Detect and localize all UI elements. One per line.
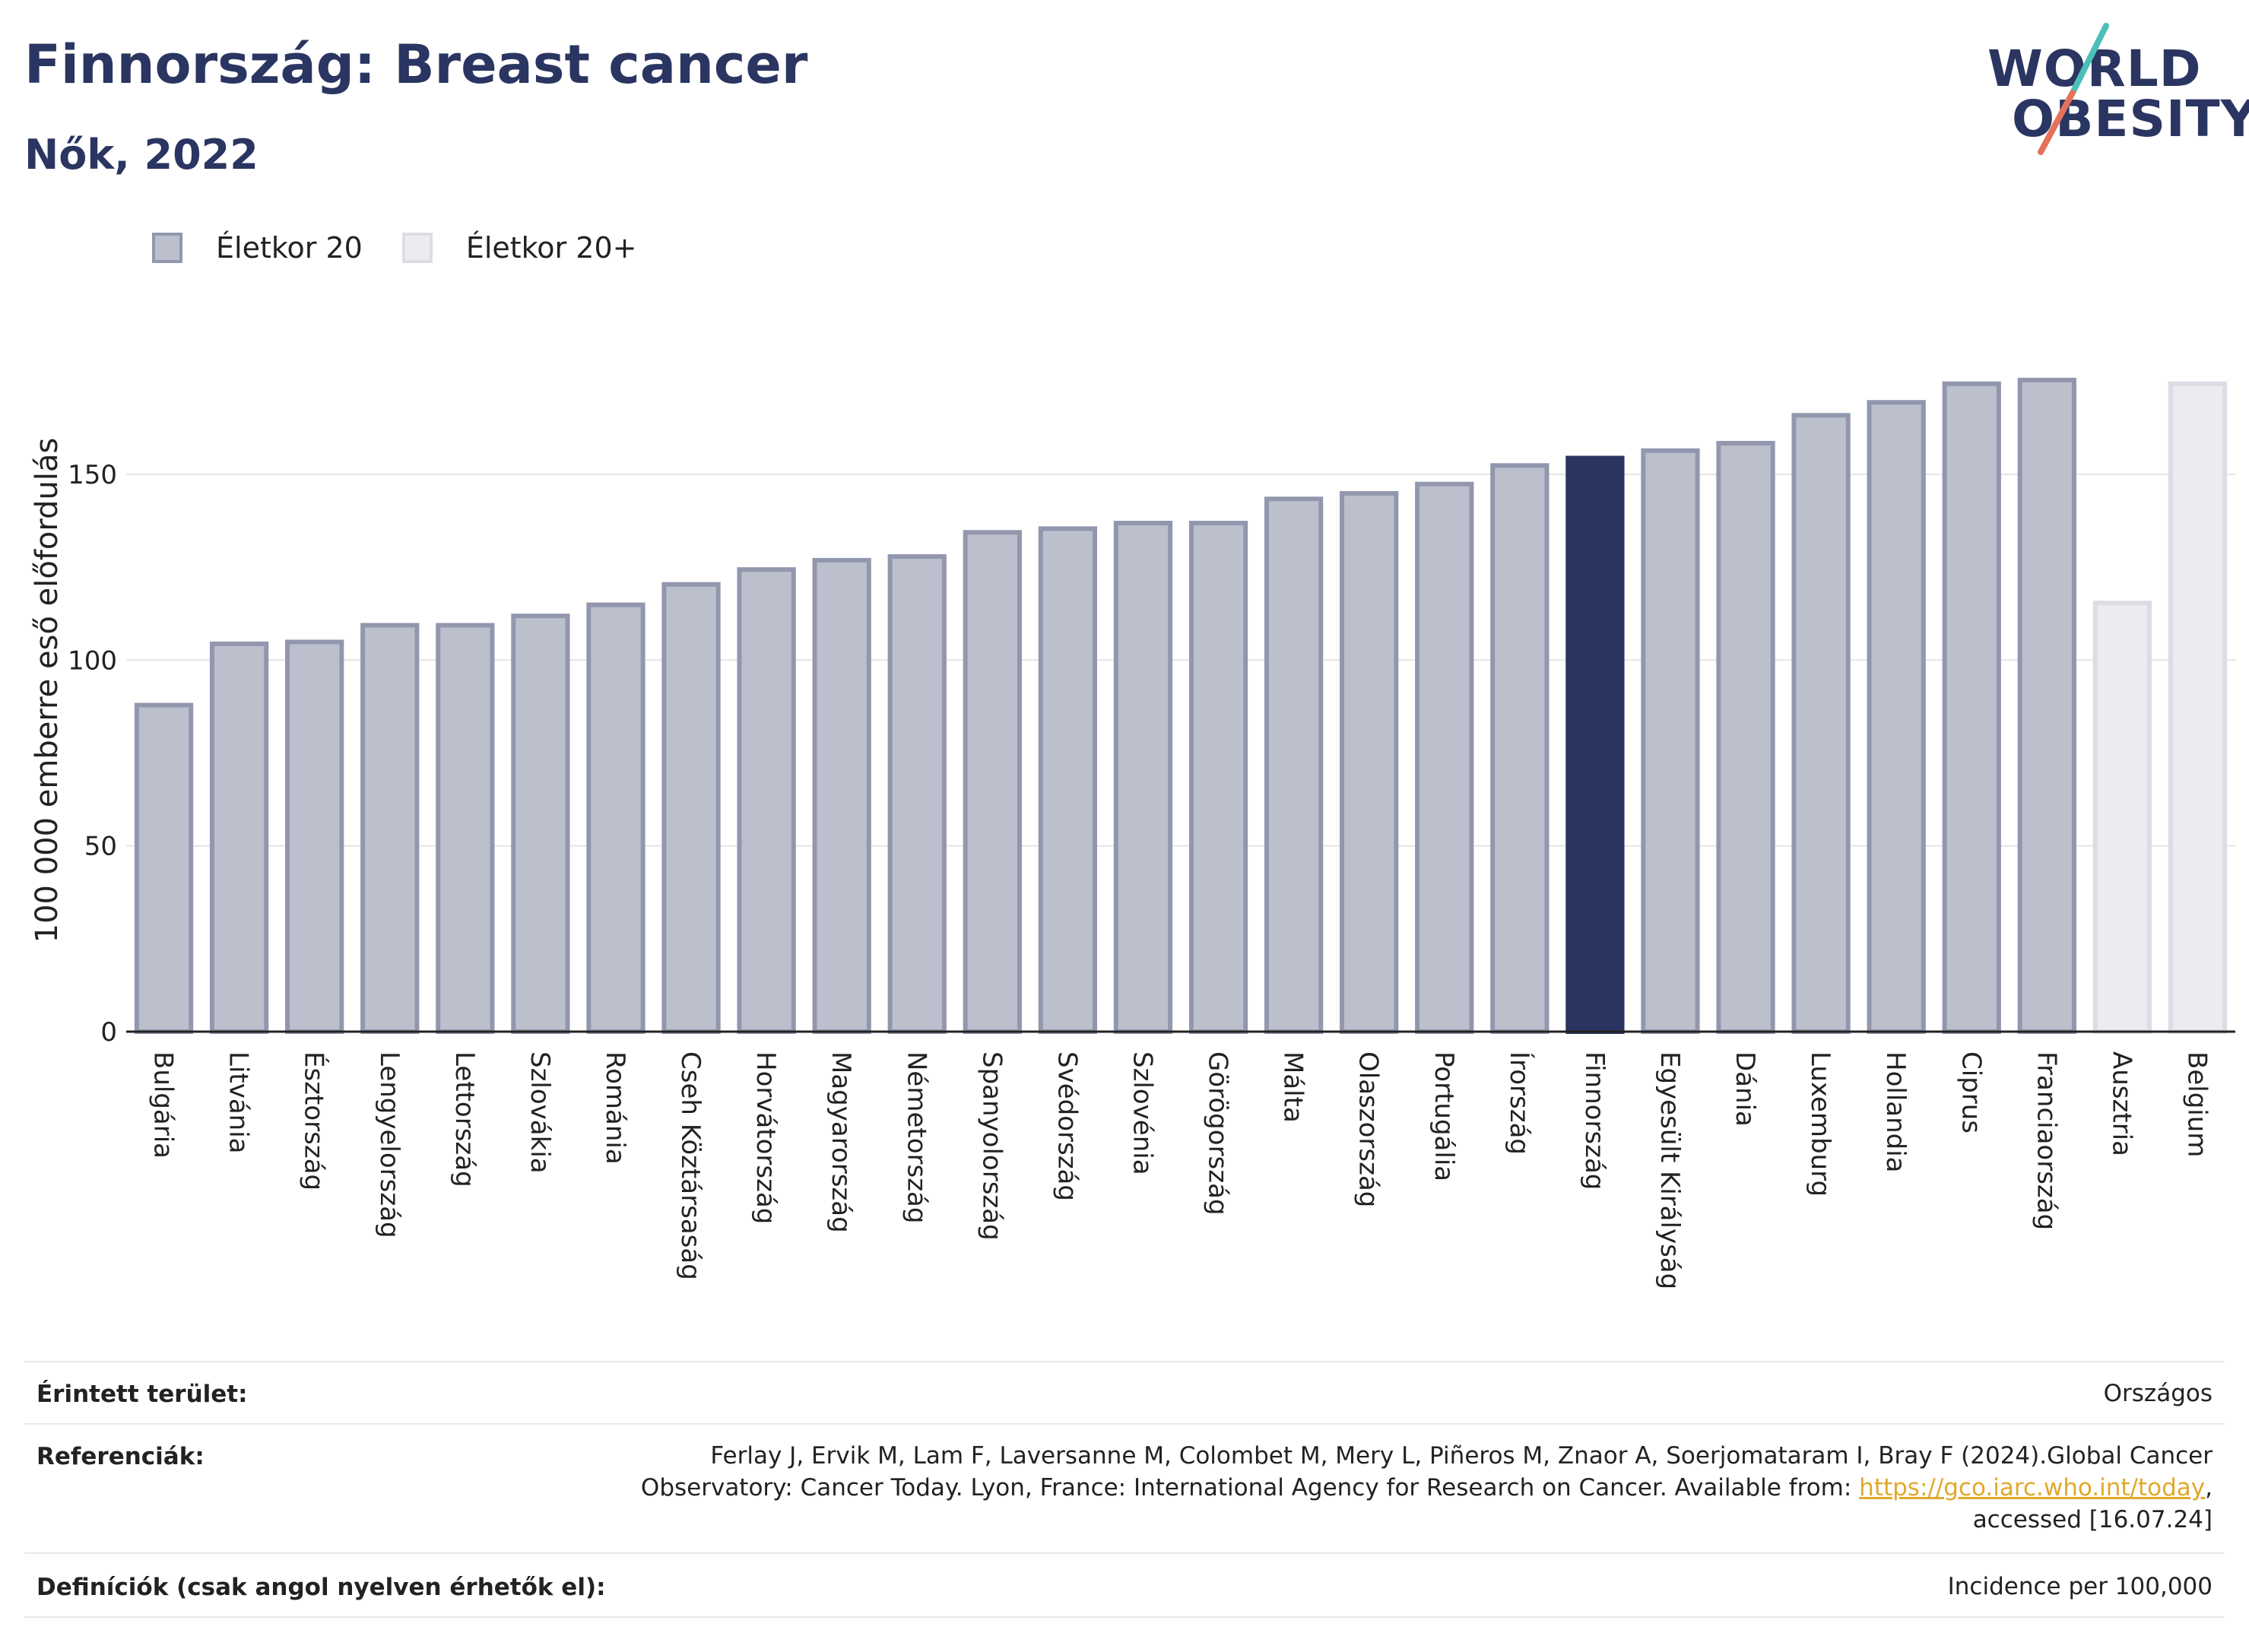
definitions-label: Definíciók (csak angol nyelven érhetők e…: [36, 1574, 606, 1601]
legend-label-age20plus: Életkor 20+: [465, 231, 637, 265]
references-line2: Observatory: Cancer Today. Lyon, France:…: [464, 1472, 2213, 1504]
page-subtitle: Nők, 2022: [24, 131, 259, 179]
x-tick-label: Görögország: [1203, 1051, 1233, 1216]
x-tick-label: Málta: [1278, 1051, 1308, 1123]
x-tick-label: Lettország: [449, 1051, 480, 1187]
bar-12[interactable]: [1038, 526, 1098, 1034]
references-line1: Ferlay J, Ervik M, Lam F, Laversanne M, …: [710, 1442, 2213, 1470]
bar-5[interactable]: [511, 614, 570, 1034]
bar-20[interactable]: [1641, 448, 1700, 1034]
page-title: Finnország: Breast cancer: [24, 33, 808, 96]
world-obesity-logo: WORLD OBESITY: [1977, 23, 2249, 160]
info-row-references: Referenciák: Ferlay J, Ervik M, Lam F, L…: [24, 1423, 2225, 1616]
bar-9[interactable]: [812, 557, 871, 1034]
bar-10[interactable]: [887, 554, 947, 1034]
bar-3[interactable]: [360, 623, 420, 1034]
bar-6[interactable]: [586, 602, 646, 1034]
bar-19[interactable]: [1565, 455, 1625, 1034]
legend-item-age20plus[interactable]: Életkor 20+: [401, 231, 637, 265]
references-line2-text: Observatory: Cancer Today. Lyon, France:…: [640, 1474, 1860, 1501]
bar-13[interactable]: [1113, 521, 1173, 1034]
legend-item-age20[interactable]: Életkor 20: [152, 231, 363, 265]
x-tick-label: Írország: [1504, 1051, 1535, 1155]
x-tick-label: Litvánia: [224, 1051, 254, 1154]
x-tick-label: Spanyolország: [976, 1051, 1007, 1241]
bar-27[interactable]: [2168, 381, 2228, 1034]
bar-chart: 0 50 100 150 Bulgária Litvánia Észtország Leng…: [68, 377, 2235, 1289]
chart-legend: Életkor 20 Életkor 20+: [152, 225, 676, 271]
references-line3: accessed [16.07.24]: [1972, 1506, 2213, 1533]
x-tick-label: Belgium: [2181, 1051, 2212, 1157]
area-value: Országos: [2103, 1380, 2213, 1407]
bar-18[interactable]: [1490, 463, 1550, 1034]
references-link[interactable]: https://gco.iarc.who.int/today: [1859, 1474, 2206, 1501]
bar-25[interactable]: [2017, 377, 2076, 1034]
bar-23[interactable]: [1867, 400, 1926, 1034]
x-tick-label: Románia: [600, 1051, 630, 1165]
references-value: Ferlay J, Ervik M, Lam F, Laversanne M, …: [464, 1440, 2213, 1536]
x-tick-label: Cseh Köztársaság: [675, 1051, 706, 1280]
x-tick-label: Svédország: [1052, 1051, 1082, 1201]
x-tick-label: Dánia: [1730, 1051, 1760, 1127]
legend-label-age20: Életkor 20: [216, 231, 363, 265]
bar-17[interactable]: [1415, 481, 1474, 1034]
y-tick-label: 50: [84, 832, 117, 862]
bar-14[interactable]: [1188, 521, 1248, 1034]
bars: [134, 377, 2228, 1034]
info-row-area: Érintett terület: Országos: [24, 1361, 2225, 1425]
y-tick-label: 100: [68, 645, 117, 676]
y-tick-label: 150: [68, 460, 117, 490]
references-label: Referenciák:: [36, 1443, 205, 1470]
bar-11[interactable]: [963, 530, 1022, 1034]
x-tick-labels: Bulgária Litvánia Észtország Lengyelország L…: [148, 1051, 2213, 1289]
bar-22[interactable]: [1791, 413, 1851, 1034]
definitions-value: Incidence per 100,000: [1947, 1573, 2213, 1600]
x-tick-label: Hollandia: [1880, 1051, 1911, 1173]
x-tick-label: Magyarország: [826, 1051, 856, 1233]
bar-16[interactable]: [1340, 490, 1399, 1034]
bar-1[interactable]: [209, 641, 269, 1034]
x-tick-label: Észtország: [299, 1051, 330, 1191]
legend-swatch-age20plus: [401, 233, 433, 263]
bar-15[interactable]: [1264, 496, 1324, 1034]
x-tick-label: Németország: [901, 1051, 931, 1223]
y-tick-label: 0: [100, 1017, 117, 1048]
x-tick-label: Szlovákia: [525, 1051, 555, 1174]
x-tick-label: Ciprus: [1956, 1051, 1986, 1134]
info-row-definitions: Definíciók (csak angol nyelven érhetők e…: [24, 1552, 2225, 1618]
area-label: Érintett terület:: [36, 1381, 248, 1408]
x-tick-label: Lengyelország: [374, 1051, 404, 1238]
bar-7[interactable]: [661, 582, 721, 1034]
logo-slash-icon: [2038, 23, 2109, 155]
bar-0[interactable]: [134, 702, 194, 1034]
legend-swatch-age20: [152, 233, 182, 263]
bar-8[interactable]: [737, 567, 796, 1034]
bar-26[interactable]: [2092, 601, 2152, 1034]
x-tick-label: Olaszország: [1353, 1051, 1384, 1207]
bar-21[interactable]: [1716, 440, 1775, 1034]
x-tick-label: Luxemburg: [1805, 1051, 1835, 1197]
bar-4[interactable]: [436, 623, 495, 1034]
references-line2-post: ,: [2205, 1474, 2213, 1501]
x-tick-label: Finnország: [1579, 1051, 1610, 1190]
x-tick-label: Portugália: [1429, 1051, 1459, 1181]
x-tick-label: Ausztria: [2106, 1051, 2136, 1156]
x-tick-label: Szlovénia: [1127, 1051, 1157, 1175]
x-tick-label: Bulgária: [148, 1051, 179, 1159]
y-tick-labels: 0 50 100 150: [68, 460, 117, 1048]
x-tick-label: Franciaország: [2031, 1051, 2061, 1230]
bar-24[interactable]: [1942, 381, 2001, 1034]
bar-2[interactable]: [285, 639, 344, 1034]
x-tick-label: Horvátország: [750, 1051, 781, 1224]
x-tick-label: Egyesült Királyság: [1654, 1051, 1685, 1289]
